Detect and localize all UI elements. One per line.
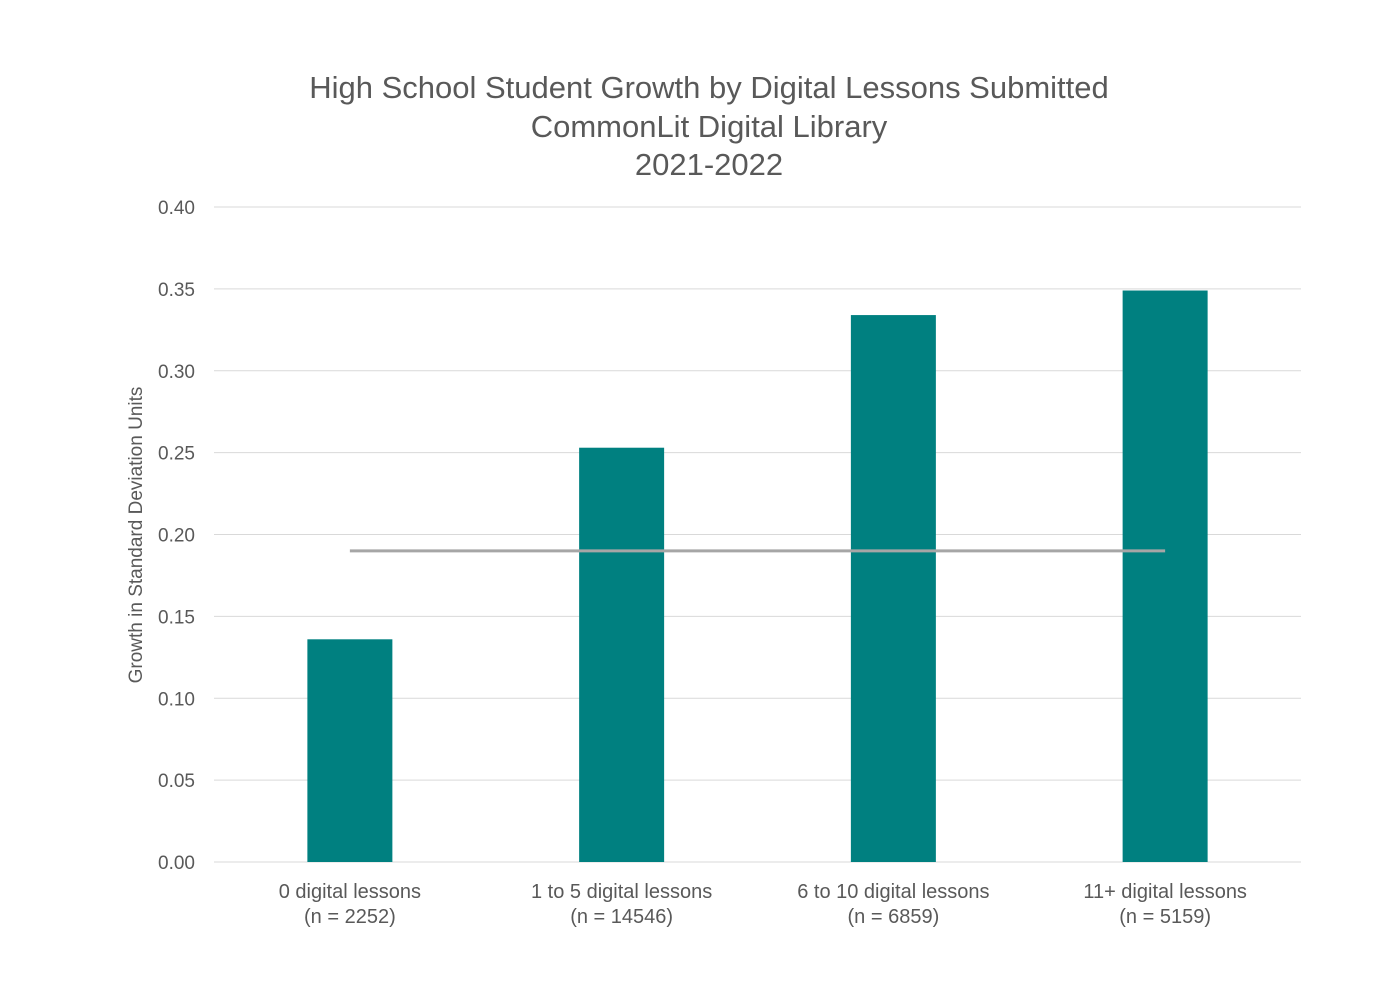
x-category-sample-size: (n = 2252) — [304, 906, 396, 928]
chart-title-line-2: CommonLit Digital Library — [531, 109, 888, 144]
bar — [1122, 290, 1208, 862]
y-tick-label: 0.05 — [158, 771, 195, 792]
gridlines — [214, 206, 1301, 863]
bar — [850, 315, 936, 862]
y-axis-title: Growth in Standard Deviation Units — [126, 387, 147, 684]
chart-title: High School Student Growth by Digital Le… — [309, 70, 1109, 182]
bar — [579, 447, 665, 862]
x-category-sample-size: (n = 14546) — [570, 906, 673, 928]
y-tick-label: 0.25 — [158, 444, 195, 465]
y-tick-label: 0.00 — [158, 853, 195, 874]
y-tick-label: 0.40 — [158, 198, 195, 219]
y-tick-label: 0.35 — [158, 280, 195, 301]
y-tick-label: 0.15 — [158, 607, 195, 628]
x-category-label: 1 to 5 digital lessons — [531, 881, 712, 903]
y-axis-tick-labels: 0.00 0.05 0.10 0.15 0.20 0.25 0.30 0.35 0.40 — [158, 198, 195, 874]
bar — [307, 639, 393, 862]
bars — [307, 290, 1208, 862]
x-axis-category-labels: 0 digital lessons (n = 2252) 1 to 5 digita… — [279, 881, 1247, 928]
y-tick-label: 0.30 — [158, 362, 195, 383]
x-category-label: 0 digital lessons — [279, 881, 421, 903]
y-tick-label: 0.10 — [158, 689, 195, 710]
x-category-sample-size: (n = 5159) — [1119, 906, 1211, 928]
x-category-label: 11+ digital lessons — [1083, 881, 1247, 903]
x-category-sample-size: (n = 6859) — [848, 906, 940, 928]
x-category-label: 6 to 10 digital lessons — [797, 881, 989, 903]
chart-title-line-3: 2021-2022 — [635, 147, 783, 182]
y-tick-label: 0.20 — [158, 526, 195, 547]
chart-title-line-1: High School Student Growth by Digital Le… — [309, 70, 1109, 105]
